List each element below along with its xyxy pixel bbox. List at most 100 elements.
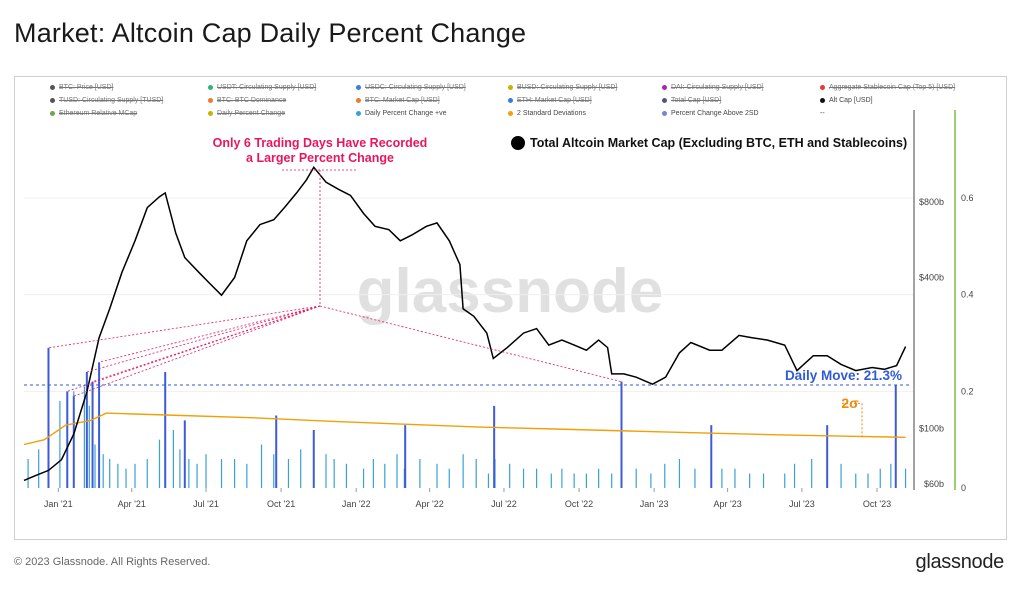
legend-label: DAI: Circulating Supply [USD] (671, 84, 764, 91)
x-tick-label: Jan '23 (640, 499, 669, 509)
series-title-dot (511, 136, 525, 150)
legend-item[interactable]: -- (820, 110, 825, 117)
watermark: glassnode (357, 257, 664, 326)
legend-item[interactable]: 2 Standard Deviations (508, 110, 586, 117)
x-tick-label: Apr '21 (118, 499, 146, 509)
grid-lines (24, 197, 914, 392)
legend-label: Ethereum Relative MCap (59, 110, 138, 117)
copyright: © 2023 Glassnode. All Rights Reserved. (14, 556, 211, 568)
legend-label: -- (820, 110, 825, 117)
legend-dot-icon (508, 111, 513, 116)
y-right-tick-label: 0.6 (961, 193, 974, 203)
annotation-trading-days-line2: a Larger Percent Change (246, 151, 394, 165)
legend-dot-icon (50, 98, 55, 103)
annotation-pointer (86, 305, 321, 373)
x-tick-label: Oct '23 (863, 499, 891, 509)
legend-dot-icon (662, 85, 667, 90)
legend-label: 2 Standard Deviations (517, 110, 586, 117)
y-right-tick-label: 0.2 (961, 386, 974, 396)
annotation-pointer (73, 305, 321, 397)
legend-item[interactable]: Ethereum Relative MCap (50, 110, 137, 117)
std-dev-line (23, 412, 906, 446)
legend-item[interactable]: Daily Percent Change (208, 110, 285, 117)
legend-item[interactable]: BUSD: Circulating Supply [USD] (508, 84, 617, 91)
x-tick-label: Jul '21 (193, 499, 219, 509)
annotation-trading-days-line1: Only 6 Trading Days Have Recorded (213, 136, 428, 150)
legend-label: ETH: Market Cap [USD] (517, 97, 592, 104)
annotation-pointer (98, 305, 321, 363)
legend-label: Percent Change Above 2SD (671, 110, 759, 117)
legend-dot-icon (662, 98, 667, 103)
legend-dot-icon (50, 85, 55, 90)
annotations-layer (24, 169, 910, 438)
alt-cap-line (23, 165, 907, 482)
sigma-label: 2σ (841, 395, 859, 411)
y-left-tick-label: $60b (924, 479, 944, 489)
x-tick-label: Apr '23 (713, 499, 741, 509)
y-left-ticks: $800b $400b $100b $60b (919, 197, 944, 489)
x-tick-label: Jan '21 (44, 499, 73, 509)
legend-item[interactable]: ETH: Market Cap [USD] (508, 97, 592, 104)
x-tick-label: Apr '22 (416, 499, 444, 509)
legend-dot-icon (50, 111, 55, 116)
legend-dot-icon (508, 85, 513, 90)
legend-item[interactable]: Percent Change Above 2SD (662, 110, 759, 117)
legend-item[interactable]: USDC: Circulating Supply [USD] (356, 84, 466, 91)
legend-dot-icon (662, 111, 667, 116)
legend-label: BTC: BTC Dominance (217, 97, 287, 104)
legend-label: BTC: Market Cap [USD] (365, 97, 440, 104)
legend-dot-icon (356, 111, 361, 116)
legend-dot-icon (356, 98, 361, 103)
legend-dot-icon (508, 98, 513, 103)
legend-dot-icon (820, 85, 825, 90)
sigma-pointer (842, 402, 863, 438)
legend-label: Daily Percent Change +ve (365, 110, 447, 117)
legend-item[interactable]: Daily Percent Change +ve (356, 110, 447, 117)
legend-item[interactable]: BTC: Price [USD] (50, 84, 113, 91)
y-right-tick-label: 0 (961, 483, 966, 493)
x-tick-label: Jan '22 (342, 499, 371, 509)
legend-item[interactable]: Aggregate Stablecoin Cap (Top 5) [USD] (820, 84, 955, 91)
legend-label: USDT: Circulating Supply [USD] (217, 84, 317, 91)
x-tick-label: Oct '22 (565, 499, 593, 509)
y-left-tick-label: $400b (919, 272, 944, 282)
legend-dot-icon (208, 98, 213, 103)
pct-change-bars (27, 347, 907, 488)
legend-dot-icon (208, 85, 213, 90)
annotation-pointer (92, 305, 321, 383)
legend-item[interactable]: BTC: BTC Dominance (208, 97, 286, 104)
legend-label: USDC: Circulating Supply [USD] (365, 84, 466, 91)
legend-label: TUSD: Circulating Supply [TUSD] (59, 97, 164, 104)
glassnode-logo: glassnode (915, 551, 1005, 573)
legend-item[interactable]: USDT: Circulating Supply [USD] (208, 84, 316, 91)
legend-label: Alt Cap [USD] (829, 97, 873, 104)
legend-label: BTC: Price [USD] (59, 84, 114, 91)
legend-label: Daily Percent Change (217, 110, 286, 117)
legend-dot-icon (356, 85, 361, 90)
annotation-pointer (48, 305, 321, 349)
legend-item[interactable]: BTC: Market Cap [USD] (356, 97, 440, 104)
legend-label: BUSD: Circulating Supply [USD] (517, 84, 618, 91)
y-right-ticks: 0.6 0.4 0.2 0 (961, 193, 974, 493)
x-tick-label: Oct '21 (267, 499, 295, 509)
y-left-tick-label: $800b (919, 197, 944, 207)
y-right-tick-label: 0.4 (961, 290, 974, 300)
page-title: Market: Altcoin Cap Daily Percent Change (14, 18, 527, 48)
chart-frame (14, 76, 1007, 540)
y-left-tick-label: $100b (919, 423, 944, 433)
legend-dot-icon (820, 98, 825, 103)
daily-move-label: Daily Move: 21.3% (785, 368, 902, 383)
legend-item[interactable]: TUSD: Circulating Supply [TUSD] (50, 97, 163, 104)
legend-item[interactable]: Alt Cap [USD] (820, 97, 873, 104)
legend-item[interactable]: DAI: Circulating Supply [USD] (662, 84, 764, 91)
legend-item[interactable]: Total Cap [USD] (662, 97, 721, 104)
x-tick-label: Jul '22 (491, 499, 517, 509)
legend-dot-icon (208, 111, 213, 116)
x-tick-label: Jul '23 (789, 499, 815, 509)
legend-label: Aggregate Stablecoin Cap (Top 5) [USD] (829, 84, 956, 91)
x-axis-ticks: Jan '21 Apr '21 Jul '21 Oct '21 Jan '22 Apr '… (44, 488, 891, 509)
above-2sd-bars (47, 347, 897, 488)
legend-label: Total Cap [USD] (671, 97, 722, 104)
series-title: Total Altcoin Market Cap (Excluding BTC,… (530, 136, 907, 150)
